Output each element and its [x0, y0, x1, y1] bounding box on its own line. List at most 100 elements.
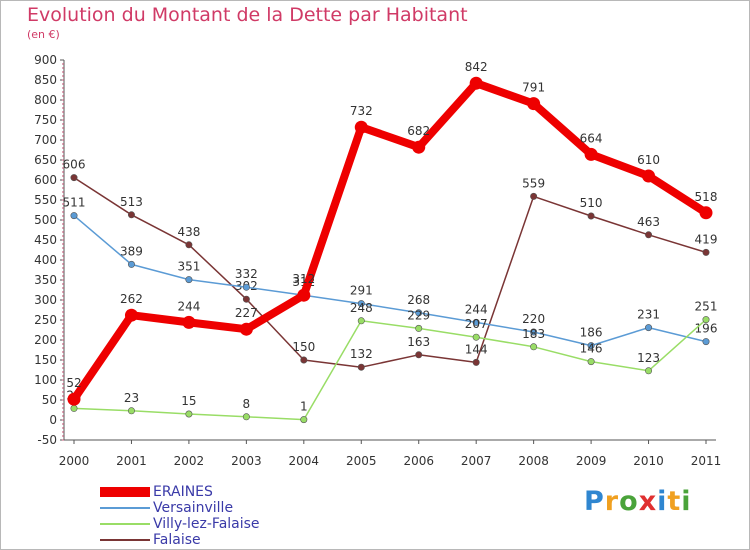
y-tick-label: 100 — [34, 373, 57, 387]
data-label-eraines: 842 — [465, 60, 488, 74]
data-point-versainville — [530, 328, 538, 336]
data-point-falaise — [530, 192, 538, 200]
data-point-versainville — [415, 309, 423, 317]
x-tick-label: 2010 — [633, 454, 664, 468]
data-label-eraines: 610 — [637, 153, 660, 167]
data-point-falaise — [185, 241, 193, 249]
data-label-versainville: 244 — [465, 302, 488, 316]
data-point-eraines — [412, 140, 426, 154]
data-label-versainville: 231 — [637, 308, 660, 322]
data-label-falaise: 150 — [292, 340, 315, 354]
data-point-falaise — [127, 211, 135, 219]
data-label-falaise: 559 — [522, 176, 545, 190]
y-tick-label: 350 — [34, 273, 57, 287]
data-label-eraines: 682 — [407, 124, 430, 138]
logo-letter: P — [584, 486, 605, 517]
y-tick-label: 550 — [34, 193, 57, 207]
data-point-villy-lez-falaise — [587, 358, 595, 366]
data-point-villy-lez-falaise — [472, 333, 480, 341]
legend-label-versainville: Versainville — [153, 500, 234, 516]
y-tick-label: 900 — [34, 53, 57, 67]
data-label-eraines: 664 — [580, 131, 603, 145]
data-label-villy-lez-falaise: 251 — [695, 300, 718, 314]
x-tick-label: 2005 — [346, 454, 377, 468]
data-point-falaise — [357, 363, 365, 371]
data-point-eraines — [67, 392, 81, 406]
x-tick-label: 2011 — [691, 454, 722, 468]
legend-label-eraines: ERAINES — [153, 484, 213, 500]
data-label-falaise: 438 — [177, 225, 200, 239]
logo-letter: t — [667, 486, 682, 517]
data-point-versainville — [357, 300, 365, 308]
data-point-villy-lez-falaise — [127, 407, 135, 415]
data-point-versainville — [472, 318, 480, 326]
data-point-eraines — [584, 147, 598, 161]
data-label-falaise: 419 — [695, 232, 718, 246]
y-tick-label: -50 — [37, 433, 57, 447]
logo-letter: i — [681, 486, 692, 517]
data-point-villy-lez-falaise — [70, 404, 78, 412]
data-point-falaise — [70, 174, 78, 182]
data-label-eraines: 732 — [350, 104, 373, 118]
y-tick-label: 0 — [49, 413, 57, 427]
data-label-versainville: 220 — [522, 312, 545, 326]
series-line-falaise — [73, 176, 707, 368]
data-point-villy-lez-falaise — [645, 367, 653, 375]
data-point-villy-lez-falaise — [530, 343, 538, 351]
data-label-versainville: 268 — [407, 293, 430, 307]
data-label-eraines: 244 — [177, 299, 200, 313]
data-point-falaise — [300, 356, 308, 364]
data-label-eraines: 262 — [120, 292, 143, 306]
y-tick-label: 650 — [34, 153, 57, 167]
data-label-villy-lez-falaise: 248 — [350, 301, 373, 315]
chart-title: Evolution du Montant de la Dette par Hab… — [27, 4, 468, 26]
data-label-versainville: 291 — [350, 284, 373, 298]
logo-letter: o — [619, 486, 639, 517]
data-label-eraines: 227 — [235, 306, 258, 320]
data-label-versainville: 196 — [695, 322, 718, 336]
y-tick-label: 700 — [34, 133, 57, 147]
y-tick-label: 600 — [34, 173, 57, 187]
data-point-eraines — [527, 97, 541, 111]
data-label-falaise: 144 — [465, 342, 488, 356]
legend-swatch-eraines — [100, 487, 150, 497]
data-label-eraines: 518 — [695, 190, 718, 204]
data-label-villy-lez-falaise: 183 — [522, 327, 545, 341]
data-label-versainville: 511 — [63, 196, 86, 210]
logo-letter: r — [604, 486, 620, 517]
data-label-villy-lez-falaise: 207 — [465, 317, 488, 331]
series-line-versainville — [73, 214, 707, 347]
data-point-villy-lez-falaise — [242, 413, 250, 421]
y-tick-label: 200 — [34, 333, 57, 347]
chart-subtitle: (en €) — [27, 28, 60, 41]
data-label-falaise: 132 — [350, 347, 373, 361]
data-point-versainville — [127, 260, 135, 268]
logo-letter: i — [657, 486, 668, 517]
data-point-eraines — [124, 308, 138, 322]
y-tick-label: 450 — [34, 233, 57, 247]
data-label-falaise: 606 — [63, 158, 86, 172]
legend-label-falaise: Falaise — [153, 532, 201, 548]
data-label-villy-lez-falaise: 15 — [181, 394, 196, 408]
data-label-falaise: 513 — [120, 195, 143, 209]
data-point-eraines — [239, 322, 253, 336]
x-tick-label: 2006 — [403, 454, 434, 468]
data-point-versainville — [702, 338, 710, 346]
data-point-villy-lez-falaise — [415, 324, 423, 332]
x-tick-label: 2007 — [461, 454, 492, 468]
data-label-villy-lez-falaise: 123 — [637, 351, 660, 365]
legend-label-villy-lez-falaise: Villy-lez-Falaise — [153, 516, 260, 532]
y-tick-label: 300 — [34, 293, 57, 307]
data-point-eraines — [182, 315, 196, 329]
y-tick-label: 800 — [34, 93, 57, 107]
data-label-falaise: 510 — [580, 196, 603, 210]
data-point-falaise — [702, 248, 710, 256]
y-tick-label: 400 — [34, 253, 57, 267]
data-label-versainville: 186 — [580, 326, 603, 340]
x-tick-label: 2009 — [576, 454, 607, 468]
legend-swatch-villy-lez-falaise — [100, 523, 150, 525]
y-tick-label: 50 — [42, 393, 57, 407]
data-label-versainville: 389 — [120, 244, 143, 258]
x-tick-label: 2002 — [174, 454, 205, 468]
